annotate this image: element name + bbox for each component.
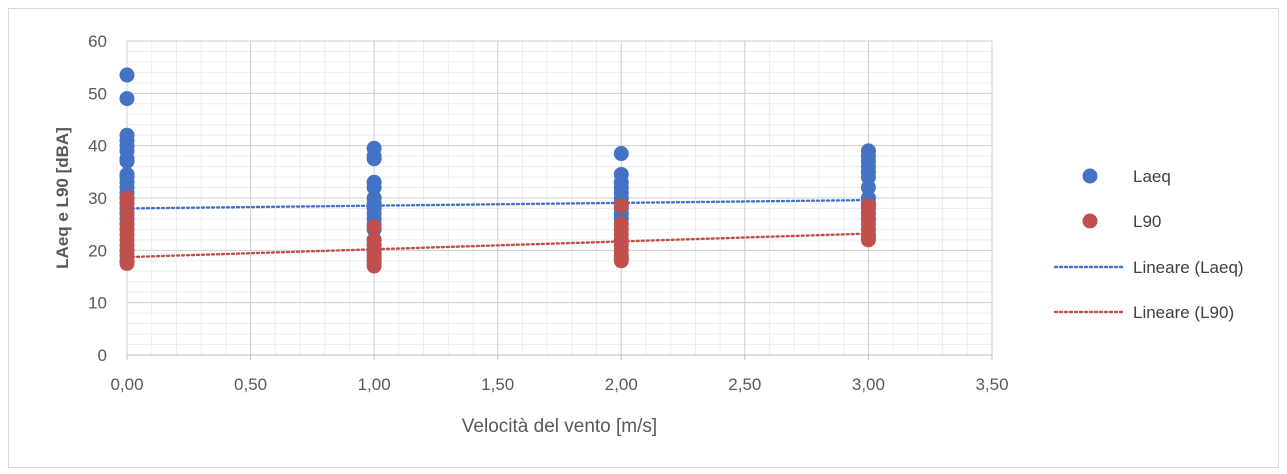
x-tick-label: 1,00 [358, 375, 391, 394]
x-tick-label: 0,50 [234, 375, 267, 394]
x-tick-label: 2,00 [605, 375, 638, 394]
y-tick-label: 60 [88, 32, 107, 51]
laeq-point [860, 169, 876, 185]
y-axis-title: LAeq e L90 [dBA] [53, 127, 72, 269]
trendline [125, 232, 870, 259]
y-tick-label: 20 [88, 241, 107, 260]
x-tick-label: 2,50 [728, 375, 761, 394]
laeq-point [860, 180, 876, 196]
y-tick-label: 40 [88, 137, 107, 156]
data-points [119, 67, 876, 274]
x-tick-label: 0,00 [110, 375, 143, 394]
laeq-point [366, 151, 382, 167]
x-axis-title: Velocità del vento [m/s] [462, 416, 657, 437]
laeq-point [366, 180, 382, 196]
laeq-point [119, 153, 135, 169]
laeq-point [613, 146, 629, 162]
l90-point [119, 255, 135, 271]
x-tick-label: 1,50 [481, 375, 514, 394]
legend-marker-laeq [1082, 168, 1098, 184]
legend-label: Laeq [1133, 167, 1171, 186]
l90-point [613, 253, 629, 269]
trendline [125, 198, 870, 210]
y-tick-label: 10 [88, 294, 107, 313]
laeq-point [119, 91, 135, 107]
legend-label: L90 [1133, 212, 1161, 231]
trendlines [125, 198, 870, 259]
legend: Laeq L90 Lineare (Laeq) Lineare (L90) [1053, 167, 1244, 322]
l90-point [613, 198, 629, 214]
x-tick-label: 3,00 [852, 375, 885, 394]
x-tick-labels: 0,00 0,50 1,00 1,50 2,00 2,50 3,00 3,50 [110, 375, 1008, 394]
y-tick-label: 50 [88, 84, 107, 103]
l90-point [119, 195, 135, 211]
legend-marker-l90 [1082, 213, 1098, 229]
chart-frame [8, 8, 1279, 468]
y-tick-label: 0 [98, 346, 107, 365]
y-tick-label: 30 [88, 189, 107, 208]
l90-point [860, 232, 876, 248]
l90-point [366, 219, 382, 235]
legend-label: Lineare (L90) [1133, 303, 1234, 322]
y-tick-labels: 0 10 20 30 40 50 60 [88, 32, 107, 365]
legend-label: Lineare (Laeq) [1133, 258, 1244, 277]
laeq-point [119, 67, 135, 83]
x-tick-label: 3,50 [975, 375, 1008, 394]
major-grid [126, 40, 993, 360]
l90-point [366, 258, 382, 274]
l90-point [119, 206, 135, 222]
